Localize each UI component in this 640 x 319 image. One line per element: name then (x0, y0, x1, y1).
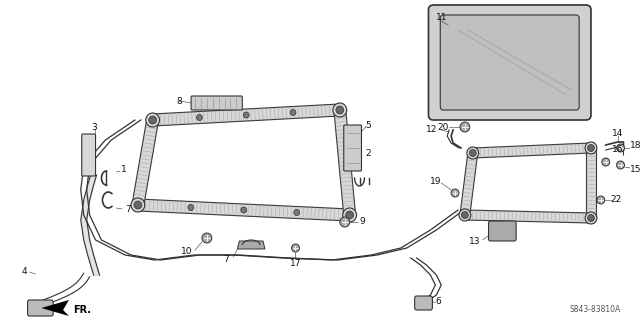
Polygon shape (132, 119, 159, 206)
Text: 15: 15 (630, 165, 640, 174)
Text: 4: 4 (22, 268, 28, 277)
Circle shape (202, 233, 212, 243)
Text: 11: 11 (435, 13, 447, 23)
Circle shape (196, 115, 202, 121)
FancyBboxPatch shape (440, 15, 579, 110)
Circle shape (451, 189, 459, 197)
Text: FR.: FR. (73, 305, 91, 315)
Text: 7: 7 (125, 205, 131, 214)
Text: 1: 1 (121, 166, 127, 174)
Circle shape (467, 147, 479, 159)
Text: 9: 9 (360, 218, 365, 226)
Circle shape (459, 209, 471, 221)
Circle shape (469, 150, 476, 157)
Text: 14: 14 (612, 129, 623, 137)
Text: 12: 12 (426, 125, 437, 135)
Circle shape (616, 161, 625, 169)
Text: 10: 10 (181, 248, 193, 256)
Text: 13: 13 (469, 238, 481, 247)
Circle shape (460, 122, 470, 132)
Circle shape (585, 212, 597, 224)
Circle shape (597, 196, 605, 204)
Circle shape (294, 210, 300, 216)
FancyBboxPatch shape (488, 221, 516, 241)
Text: 17: 17 (290, 259, 301, 269)
Text: 22: 22 (610, 196, 621, 204)
Text: 20: 20 (438, 122, 449, 131)
Circle shape (148, 116, 157, 124)
Circle shape (343, 208, 356, 222)
Circle shape (292, 244, 300, 252)
FancyBboxPatch shape (344, 125, 362, 171)
Circle shape (131, 198, 145, 212)
Polygon shape (138, 199, 350, 221)
Circle shape (243, 112, 249, 118)
Text: 19: 19 (429, 176, 441, 186)
FancyBboxPatch shape (428, 5, 591, 120)
Circle shape (188, 204, 194, 211)
Polygon shape (42, 300, 69, 316)
Circle shape (333, 103, 347, 117)
Circle shape (241, 207, 247, 213)
Circle shape (134, 201, 142, 209)
Polygon shape (334, 109, 356, 216)
Circle shape (340, 217, 349, 227)
Circle shape (585, 142, 597, 154)
FancyBboxPatch shape (28, 300, 53, 316)
FancyBboxPatch shape (82, 134, 95, 176)
Text: 16: 16 (612, 145, 623, 154)
Circle shape (588, 214, 595, 221)
Text: 6: 6 (435, 298, 441, 307)
Polygon shape (586, 148, 596, 218)
FancyBboxPatch shape (191, 96, 243, 110)
Text: 18: 18 (630, 142, 640, 151)
FancyBboxPatch shape (415, 296, 433, 310)
Circle shape (336, 106, 344, 114)
Polygon shape (472, 143, 591, 158)
Circle shape (290, 109, 296, 115)
Text: 8: 8 (177, 97, 182, 106)
Circle shape (602, 158, 610, 166)
Polygon shape (465, 210, 591, 223)
Text: 2: 2 (365, 149, 371, 158)
Circle shape (616, 144, 625, 152)
Circle shape (588, 145, 595, 152)
Circle shape (461, 211, 468, 219)
Text: 3: 3 (92, 122, 97, 131)
Polygon shape (460, 152, 477, 216)
Text: 7: 7 (223, 255, 229, 263)
Polygon shape (152, 104, 340, 126)
Text: 5: 5 (365, 122, 371, 130)
Text: S843-83810A: S843-83810A (569, 305, 621, 314)
Polygon shape (237, 241, 265, 249)
Circle shape (146, 113, 159, 127)
Circle shape (346, 211, 354, 219)
